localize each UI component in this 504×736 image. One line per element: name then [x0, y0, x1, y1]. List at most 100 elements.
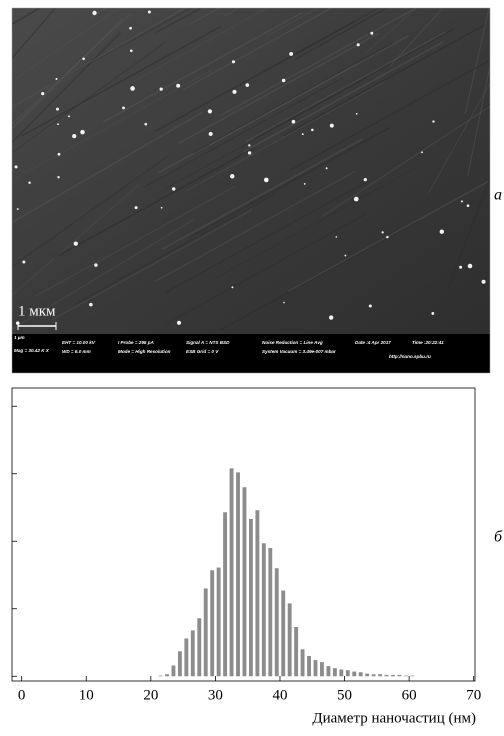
particle	[80, 130, 85, 135]
scale-bar-label: 1 мкм	[18, 303, 56, 319]
bar	[326, 666, 330, 676]
figure: 1 мкм а б Диаметр наночастиц (нм) 1 µmMa…	[0, 0, 504, 731]
particle	[22, 261, 25, 264]
particle	[135, 206, 138, 209]
particle	[440, 230, 444, 234]
x-tick-label: 30	[208, 687, 223, 703]
bar	[365, 674, 369, 677]
bar	[217, 568, 221, 677]
info-text: ESB Grid = 0 V	[186, 349, 219, 354]
particle	[161, 207, 163, 209]
bar	[236, 472, 240, 676]
bar	[294, 627, 298, 676]
particle	[160, 88, 163, 91]
particle	[461, 200, 463, 202]
bar	[378, 674, 382, 676]
info-text: Noise Reduction = Line Avg	[262, 340, 323, 345]
particle	[130, 86, 135, 91]
particle	[130, 49, 133, 52]
particle	[208, 109, 212, 113]
particle	[144, 123, 147, 126]
particle	[369, 304, 372, 307]
particle	[17, 208, 19, 210]
bar	[314, 660, 318, 676]
bar	[165, 674, 169, 676]
particle	[304, 183, 306, 185]
bar	[197, 618, 201, 676]
bar	[243, 487, 247, 676]
particle	[248, 151, 251, 154]
x-tick-label: 10	[79, 687, 94, 703]
bar	[191, 630, 195, 676]
bar	[385, 675, 389, 676]
info-text: WD = 6.0 mm	[62, 349, 91, 354]
particle	[468, 264, 473, 269]
bar	[204, 589, 208, 677]
particle	[482, 280, 486, 284]
particle	[364, 178, 367, 181]
particle	[122, 106, 125, 109]
x-tick-label: 40	[272, 687, 287, 703]
particle	[15, 165, 18, 168]
particle	[148, 10, 151, 13]
particle	[55, 78, 57, 80]
particle	[232, 60, 235, 63]
bar	[398, 675, 402, 676]
particle	[245, 83, 249, 87]
bar	[288, 603, 292, 676]
particle	[282, 79, 285, 82]
x-tick-label: 60	[402, 687, 417, 703]
bar	[255, 510, 259, 676]
x-tick-label: 70	[466, 687, 481, 703]
x-axis-label: Диаметр наночастиц (нм)	[312, 710, 476, 726]
particle	[177, 321, 181, 325]
particle	[248, 144, 250, 146]
particle	[344, 255, 346, 257]
bar	[301, 649, 305, 676]
particle	[382, 231, 384, 233]
particle	[370, 32, 373, 35]
bar	[249, 519, 253, 676]
particle	[230, 174, 234, 178]
bar	[333, 668, 337, 676]
bar	[262, 543, 266, 676]
info-text: System Vacuum = 3.49e-007 mbar	[262, 349, 336, 354]
bar	[159, 676, 163, 677]
particle	[68, 115, 70, 117]
bar	[281, 591, 285, 677]
particle	[72, 134, 76, 138]
bar	[223, 512, 227, 676]
particle	[421, 151, 423, 153]
bar	[410, 676, 414, 677]
particle	[82, 57, 85, 60]
x-tick-label: 20	[143, 687, 158, 703]
particle	[74, 241, 78, 245]
particle	[232, 90, 236, 94]
bar	[210, 570, 214, 676]
panel-label: б	[494, 529, 503, 546]
particle	[386, 236, 388, 238]
bar	[391, 675, 395, 676]
particle	[172, 187, 175, 190]
x-tick-label: 0	[18, 687, 26, 703]
particle	[326, 167, 328, 169]
info-text: Date :4 Apr 2017	[355, 340, 391, 345]
bar	[359, 672, 363, 676]
particle	[94, 263, 97, 266]
info-text: I Probe = 295 pA	[118, 340, 154, 345]
particle	[58, 153, 61, 156]
bar	[352, 672, 356, 677]
particle	[57, 176, 59, 178]
particle	[357, 43, 360, 46]
particle	[330, 124, 334, 128]
particle	[28, 181, 30, 183]
particle	[459, 266, 462, 269]
info-text: EHT = 10.00 kV	[62, 340, 96, 345]
panel-label: а	[494, 187, 502, 204]
bar	[339, 670, 343, 677]
particle	[432, 120, 434, 122]
particle	[89, 303, 93, 307]
bar	[404, 676, 408, 677]
particle	[92, 11, 96, 15]
particle	[336, 236, 338, 238]
